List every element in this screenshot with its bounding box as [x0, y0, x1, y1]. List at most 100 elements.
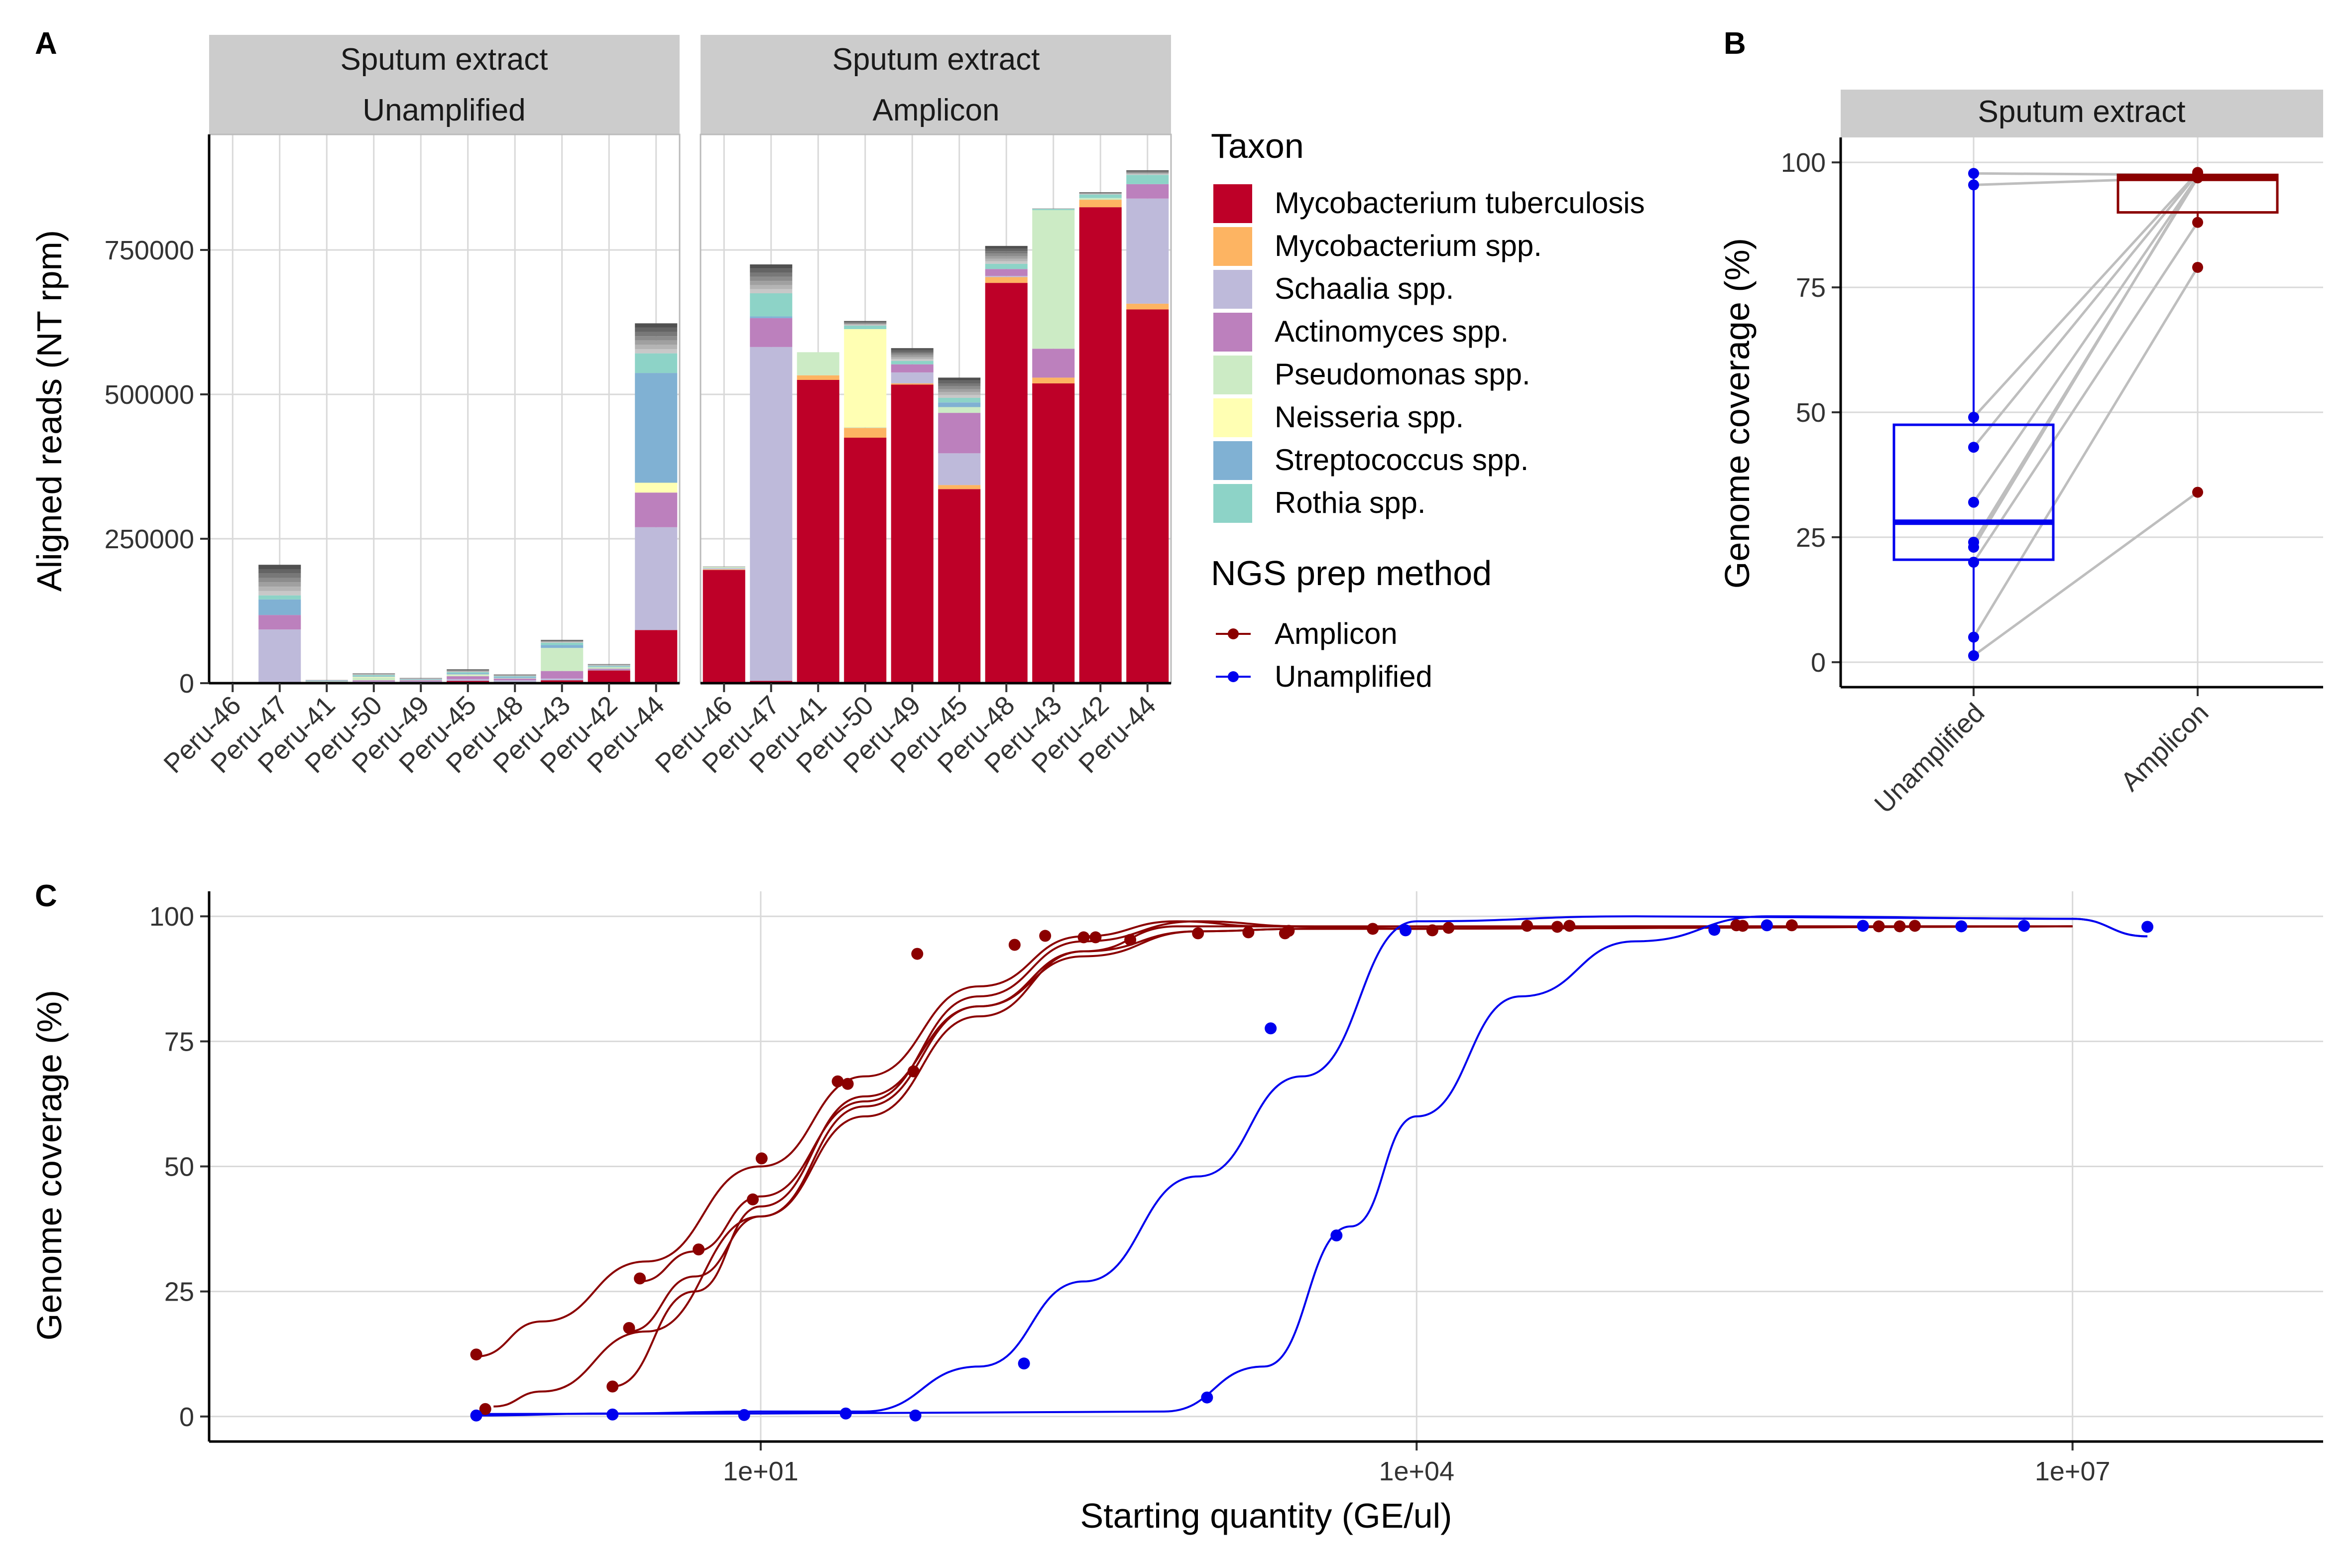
- bar-segment-other-taxon: [541, 641, 584, 642]
- c-point-amplicon: [1039, 930, 1052, 942]
- c-y-tick-label: 100: [149, 902, 194, 932]
- b-point-unamplified: [1968, 412, 1979, 423]
- bar-segment-other-taxon: [985, 248, 1028, 251]
- bar-segment-pseudomonas-spp: [844, 427, 887, 428]
- c-point-unamplified: [1955, 920, 1968, 933]
- b-point-unamplified: [1968, 496, 1979, 508]
- legend-label-mycobacterium-tuberculosis: Mycobacterium tuberculosis: [1275, 186, 1645, 220]
- bar-segment-mycobacterium-spp: [938, 485, 981, 489]
- bar-segment-schaalia-spp: [447, 679, 489, 681]
- bar-segment-rothia-spp: [938, 397, 981, 403]
- b-pair-line: [1973, 172, 2199, 448]
- bar-segment-other-taxon: [891, 355, 934, 358]
- facet-bars-unamplified: [208, 133, 681, 684]
- c-point-amplicon: [1242, 926, 1255, 939]
- facet-bars-amplicon: [700, 133, 1172, 684]
- bar-segment-other-taxon: [635, 327, 678, 332]
- bar-segment-actinomyces-spp: [399, 680, 442, 682]
- a-y-tick-label: 750000: [105, 236, 194, 265]
- b-y-tick-label: 25: [1796, 523, 1826, 553]
- bar-segment-other-taxon: [844, 322, 887, 323]
- c-point-unamplified: [2018, 920, 2030, 932]
- c-point-amplicon: [746, 1193, 759, 1206]
- bar-segment-other-taxon: [938, 392, 981, 395]
- b-point-unamplified: [1968, 179, 1979, 191]
- c-point-amplicon: [1089, 931, 1102, 944]
- legend-key-rothia-spp: [1213, 484, 1252, 523]
- bar-segment-other-taxon: [1126, 174, 1169, 175]
- c-point-amplicon: [1785, 919, 1798, 932]
- c-point-unamplified: [738, 1409, 750, 1421]
- b-y-tick-label: 0: [1811, 648, 1826, 678]
- c-point-amplicon: [1192, 927, 1204, 940]
- c-point-amplicon: [693, 1243, 705, 1256]
- bar-segment-streptococcus-spp: [493, 677, 536, 678]
- c-point-amplicon: [1521, 920, 1533, 932]
- legend-label-neisseria-spp: Neisseria spp.: [1275, 400, 1464, 434]
- bar-segment-actinomyces-spp: [1126, 184, 1169, 199]
- bar-segment-mycobacterium-spp: [1126, 303, 1169, 310]
- legend-key-actinomyces-spp: [1213, 313, 1252, 352]
- b-point-unamplified: [1968, 631, 1979, 643]
- bar-segment-other-taxon: [635, 340, 678, 345]
- b-point-amplicon: [2192, 261, 2203, 273]
- c-point-unamplified: [1201, 1391, 1213, 1404]
- bar-segment-rothia-spp: [258, 595, 301, 600]
- c-point-amplicon: [470, 1348, 482, 1361]
- b-point-amplicon: [2192, 217, 2203, 228]
- bar-segment-mycobacterium-tuberculosis: [1126, 309, 1169, 683]
- facet-strip-unamplified-line2: Unamplified: [362, 93, 525, 127]
- bar-segment-other-taxon: [985, 245, 1028, 249]
- c-point-amplicon: [911, 948, 924, 960]
- bar-segment-other-taxon: [635, 332, 678, 337]
- bar-segment-pseudomonas-spp: [305, 681, 348, 682]
- bar-segment-actinomyces-spp: [258, 615, 301, 630]
- bar-segment-other-taxon: [635, 345, 678, 350]
- bar-segment-other-taxon: [258, 569, 301, 574]
- a-y-tick-label: 0: [179, 669, 194, 699]
- bar-segment-rothia-spp: [635, 353, 678, 373]
- bar-segment-other-taxon: [750, 264, 793, 269]
- panel-tag-b: B: [1724, 26, 1746, 61]
- legend-taxa: Mycobacterium tuberculosis Mycobacterium …: [1213, 184, 1645, 523]
- c-point-unamplified: [1018, 1357, 1030, 1370]
- facet-strip-unamplified: [209, 35, 680, 134]
- bar-segment-pseudomonas-spp: [353, 677, 395, 681]
- bar-segment-other-taxon: [1079, 194, 1122, 195]
- bar-segment-schaalia-spp: [541, 678, 584, 681]
- c-point-unamplified: [909, 1409, 922, 1422]
- bar-segment-mycobacterium-tuberculosis: [541, 680, 584, 683]
- c-y-tick-label: 0: [179, 1402, 194, 1432]
- bar-segment-rothia-spp: [541, 642, 584, 645]
- b-pair-line: [1972, 222, 2199, 563]
- bar-segment-mycobacterium-tuberculosis: [1032, 383, 1075, 683]
- bar-segment-other-taxon: [891, 350, 934, 352]
- bar-segment-mycobacterium-tuberculosis: [588, 670, 630, 683]
- bar-segment-other-taxon: [750, 289, 793, 293]
- b-point-unamplified: [1968, 541, 1979, 553]
- bar-segment-other-taxon: [985, 251, 1028, 254]
- bar-segment-mycobacterium-tuberculosis: [985, 283, 1028, 683]
- c-point-amplicon: [907, 1065, 920, 1078]
- bar-segment-streptococcus-spp: [938, 402, 981, 407]
- bar-segment-other-taxon: [447, 671, 489, 672]
- bar-segment-streptococcus-spp: [353, 676, 395, 677]
- c-point-unamplified: [2141, 921, 2154, 933]
- bar-segment-other-taxon: [635, 336, 678, 341]
- panel-a: Sputum extract Unamplified Sputum extrac…: [30, 35, 1172, 779]
- legend-label-pseudomonas-spp: Pseudomonas spp.: [1275, 358, 1530, 391]
- b-pair-line: [1973, 491, 2199, 657]
- bar-segment-mycobacterium-spp: [891, 383, 934, 385]
- panel-c-plot: 0 25 50 75 100 1e+01 1e+04 1e+07: [149, 891, 2323, 1486]
- bar-segment-other-taxon: [891, 357, 934, 360]
- facet-strip-unamplified-line1: Sputum extract: [341, 42, 548, 77]
- bar-segment-other-taxon: [1079, 193, 1122, 194]
- b-point-unamplified: [1968, 168, 1979, 179]
- bar-segment-mycobacterium-spp: [985, 277, 1028, 283]
- c-point-amplicon: [1008, 939, 1021, 951]
- legend-key-mycobacterium-tuberculosis: [1213, 184, 1252, 223]
- b-pair-line: [1972, 175, 2199, 548]
- c-point-amplicon: [1367, 923, 1379, 935]
- bar-segment-mycobacterium-tuberculosis: [703, 570, 745, 683]
- c-point-amplicon: [1737, 920, 1749, 932]
